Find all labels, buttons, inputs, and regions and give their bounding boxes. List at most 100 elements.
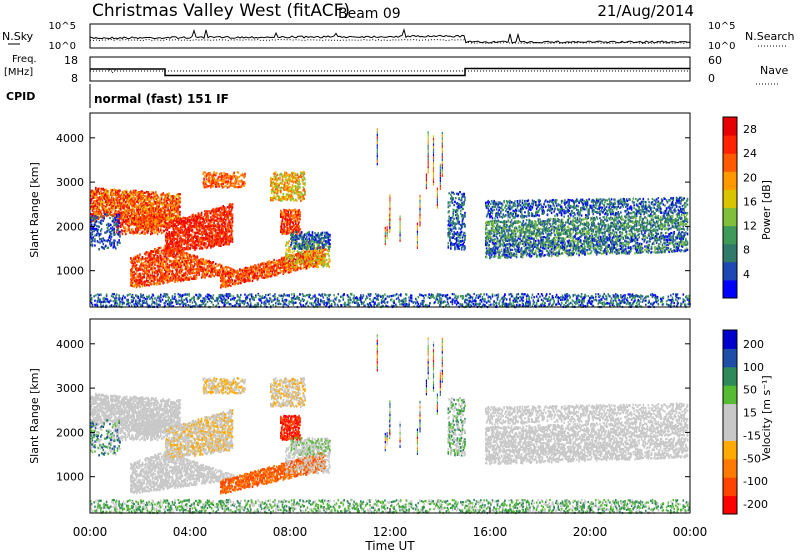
power-cell <box>218 175 220 178</box>
power-cell <box>156 228 159 231</box>
power-cell <box>229 281 231 285</box>
power-cell <box>133 264 135 267</box>
power-cell <box>162 262 165 265</box>
power-cell <box>118 203 120 206</box>
power-cell <box>137 268 140 271</box>
power-cell <box>170 213 173 216</box>
power-cell <box>185 265 187 268</box>
power-cell <box>138 209 140 212</box>
power-cell <box>121 210 124 213</box>
power-cell <box>151 216 154 219</box>
power-cell <box>133 210 135 213</box>
power-cell <box>132 221 135 225</box>
power-cell <box>134 218 136 221</box>
power-cell <box>166 281 169 284</box>
power-cell <box>163 225 165 229</box>
power-cell <box>155 203 158 206</box>
power-cell <box>94 190 96 194</box>
power-cell <box>213 216 215 219</box>
power-cell <box>135 278 137 281</box>
power-cell <box>197 269 200 272</box>
power-cell <box>119 206 121 209</box>
power-cell <box>150 213 153 216</box>
power-cell <box>157 208 160 211</box>
power-cell <box>188 257 190 260</box>
power-cell <box>175 244 177 247</box>
power-cell <box>212 269 215 272</box>
power-cell <box>95 194 97 197</box>
power-cell <box>180 275 183 278</box>
power-cell <box>151 208 154 211</box>
power-cell <box>165 216 168 219</box>
power-cell <box>244 181 246 184</box>
power-cell <box>149 205 151 208</box>
power-cell <box>170 273 173 276</box>
power-cell <box>151 258 154 261</box>
power-cell <box>141 257 144 260</box>
power-cell <box>113 207 115 211</box>
power-cell <box>159 261 161 264</box>
power-cell <box>152 205 155 208</box>
power-cell <box>168 204 170 207</box>
power-cell <box>121 192 124 195</box>
power-cell <box>202 275 205 279</box>
power-cell <box>125 233 127 236</box>
power-cell <box>170 279 172 282</box>
power-cell <box>231 220 234 223</box>
power-cell <box>127 220 130 223</box>
power-cell <box>179 255 181 258</box>
power-cell <box>121 205 124 209</box>
power-cell <box>157 196 160 199</box>
power-cell <box>104 208 106 211</box>
power-cell <box>101 204 104 207</box>
power-cell <box>165 199 167 202</box>
power-cell <box>183 254 185 257</box>
power-cell <box>115 199 118 202</box>
power-cell <box>103 192 105 195</box>
power-cell <box>123 203 125 206</box>
power-cell <box>129 214 131 217</box>
power-cell <box>180 262 182 265</box>
power-cell <box>150 230 152 233</box>
power-cell <box>189 271 191 274</box>
power-cell <box>142 227 145 230</box>
power-cell <box>142 221 145 225</box>
power-cell <box>105 203 108 206</box>
power-cell <box>179 213 181 216</box>
power-cell <box>172 200 175 203</box>
power-cell <box>152 254 155 257</box>
power-cell <box>171 196 174 199</box>
power-cell <box>146 209 149 213</box>
power-cell <box>207 267 210 270</box>
power-cell <box>136 284 139 287</box>
cpid-panel: CPID normal (fast) 151 IF <box>6 84 229 108</box>
power-cell <box>159 219 161 223</box>
power-cell <box>123 191 125 194</box>
power-cell <box>149 207 151 210</box>
power-cell <box>148 197 150 200</box>
power-cell <box>145 207 148 210</box>
power-cell <box>228 270 230 273</box>
power-cell <box>138 215 140 218</box>
power-cell <box>98 216 100 219</box>
power-cell <box>119 221 121 224</box>
power-cell <box>223 171 225 175</box>
power-cell <box>135 221 138 225</box>
power-cell <box>175 231 178 234</box>
power-cell <box>140 192 143 196</box>
power-cell <box>169 210 171 214</box>
power-cell <box>190 277 193 280</box>
power-cell <box>107 211 110 214</box>
power-cell <box>211 231 214 234</box>
power-cell <box>157 227 160 230</box>
power-cell <box>174 276 176 279</box>
power-cell <box>215 265 218 268</box>
power-cell <box>110 207 112 210</box>
power-cell <box>95 216 97 219</box>
power-cell <box>116 221 119 224</box>
power-cell <box>171 251 174 254</box>
power-cell <box>143 200 145 203</box>
power-cell <box>199 229 201 232</box>
power-cell <box>224 174 226 178</box>
power-cell <box>145 284 148 287</box>
